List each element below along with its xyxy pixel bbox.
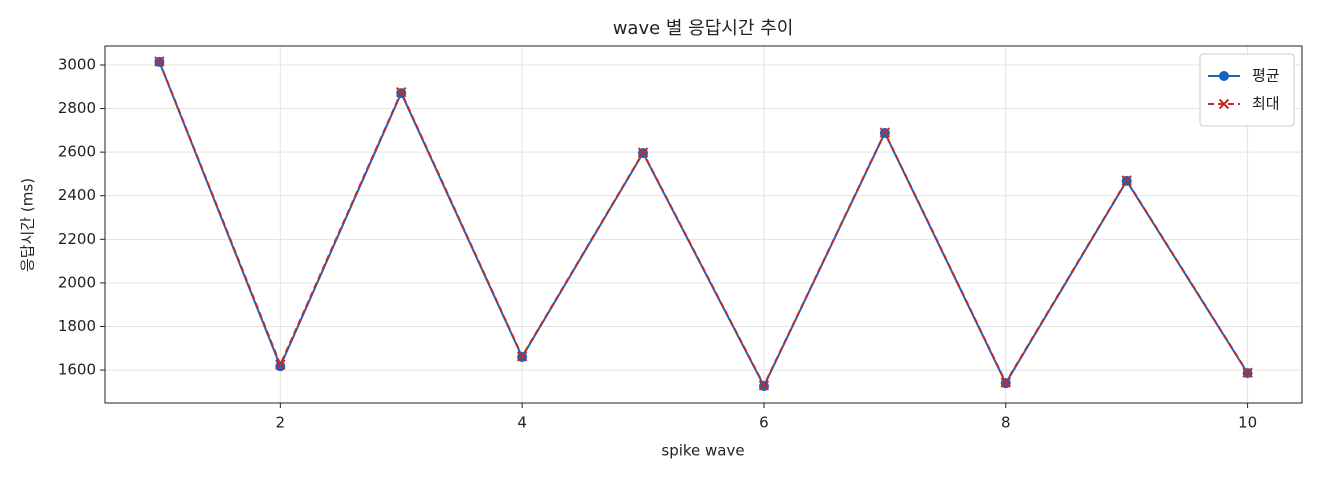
x-tick-label: 4: [517, 414, 527, 432]
x-axis-label: spike wave: [661, 442, 744, 460]
marker: [275, 361, 286, 372]
marker: [879, 127, 891, 138]
y-axis-label: 응답시간 (ms): [19, 178, 37, 272]
legend-marker: [1219, 71, 1229, 81]
marker: [1000, 377, 1011, 388]
y-tick-label: 1800: [58, 317, 96, 335]
x-tick-label: 10: [1238, 414, 1257, 432]
y-tick-label: 2400: [58, 186, 96, 204]
y-tick-label: 2600: [58, 143, 96, 161]
marker: [516, 351, 528, 362]
chart-title: wave 별 응답시간 추이: [613, 18, 794, 39]
x-tick-label: 2: [276, 414, 286, 432]
x-tick-label: 8: [1001, 414, 1011, 432]
x-tick-label: 6: [759, 414, 769, 432]
y-tick-label: 3000: [58, 55, 96, 73]
y-tick-label: 2000: [58, 273, 96, 291]
marker: [637, 147, 649, 158]
marker: [758, 380, 770, 391]
legend-marker: [1218, 98, 1230, 110]
series-line: [158, 61, 1249, 388]
y-tick-label: 2800: [58, 99, 96, 117]
marker: [1242, 367, 1253, 378]
marker: [154, 56, 165, 67]
series-line: [158, 61, 1249, 389]
marker: [1121, 175, 1132, 186]
marker: [275, 359, 286, 370]
y-tick-label: 2200: [58, 230, 96, 248]
y-tick-label: 1600: [58, 361, 96, 379]
marker: [396, 86, 407, 98]
legend-box: [1199, 53, 1295, 127]
plot-frame: [104, 45, 1303, 404]
legend-label: 최대: [1252, 95, 1280, 113]
legend-label: 평균: [1252, 67, 1280, 85]
